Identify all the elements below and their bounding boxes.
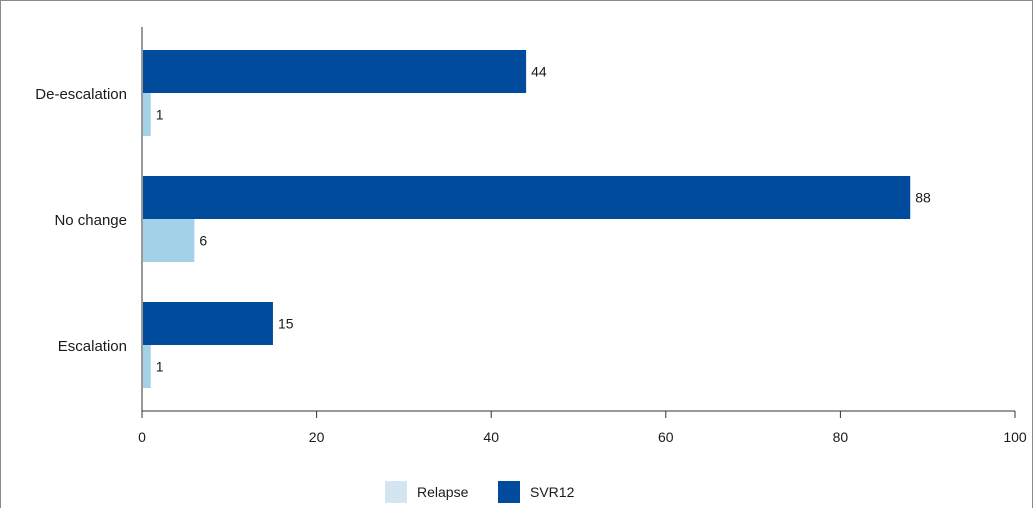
category-label-escalation: Escalation xyxy=(58,338,127,355)
bar-relapse-escalation xyxy=(143,345,151,388)
x-tick-label-20: 20 xyxy=(309,429,325,445)
x-tick-label-80: 80 xyxy=(833,429,849,445)
data-label-svr12-escalation: 15 xyxy=(278,316,294,332)
data-label-svr12-de-escalation: 44 xyxy=(531,64,547,80)
legend-swatch-svr12 xyxy=(498,481,520,503)
x-tick-label-60: 60 xyxy=(658,429,674,445)
legend-label-relapse: Relapse xyxy=(417,484,469,500)
data-label-relapse-de-escalation: 1 xyxy=(156,107,164,123)
bar-svr12-escalation xyxy=(143,302,273,345)
category-label-no-change: No change xyxy=(54,212,127,229)
category-label-de-escalation: De-escalation xyxy=(35,86,127,103)
x-ticks: 0 20 40 60 80 100 xyxy=(138,411,1027,445)
data-labels: 44 1 88 6 15 1 xyxy=(156,64,931,375)
bar-relapse-de-escalation xyxy=(143,93,151,136)
data-label-relapse-escalation: 1 xyxy=(156,359,164,375)
x-tick-label-40: 40 xyxy=(483,429,499,445)
bar-relapse-no-change xyxy=(143,219,195,262)
data-label-relapse-no-change: 6 xyxy=(199,233,207,249)
axes-layer xyxy=(141,27,1015,412)
bar-svr12-no-change xyxy=(143,176,911,219)
x-tick-label-0: 0 xyxy=(138,429,146,445)
x-tick-label-100: 100 xyxy=(1003,429,1027,445)
legend-swatch-relapse xyxy=(385,481,407,503)
legend: Relapse SVR12 xyxy=(385,481,575,503)
data-label-svr12-no-change: 88 xyxy=(915,190,931,206)
bar-svr12-de-escalation xyxy=(143,50,527,93)
legend-label-svr12: SVR12 xyxy=(530,484,575,500)
category-labels: De-escalation No change Escalation xyxy=(35,86,127,355)
bars-layer xyxy=(143,50,911,388)
